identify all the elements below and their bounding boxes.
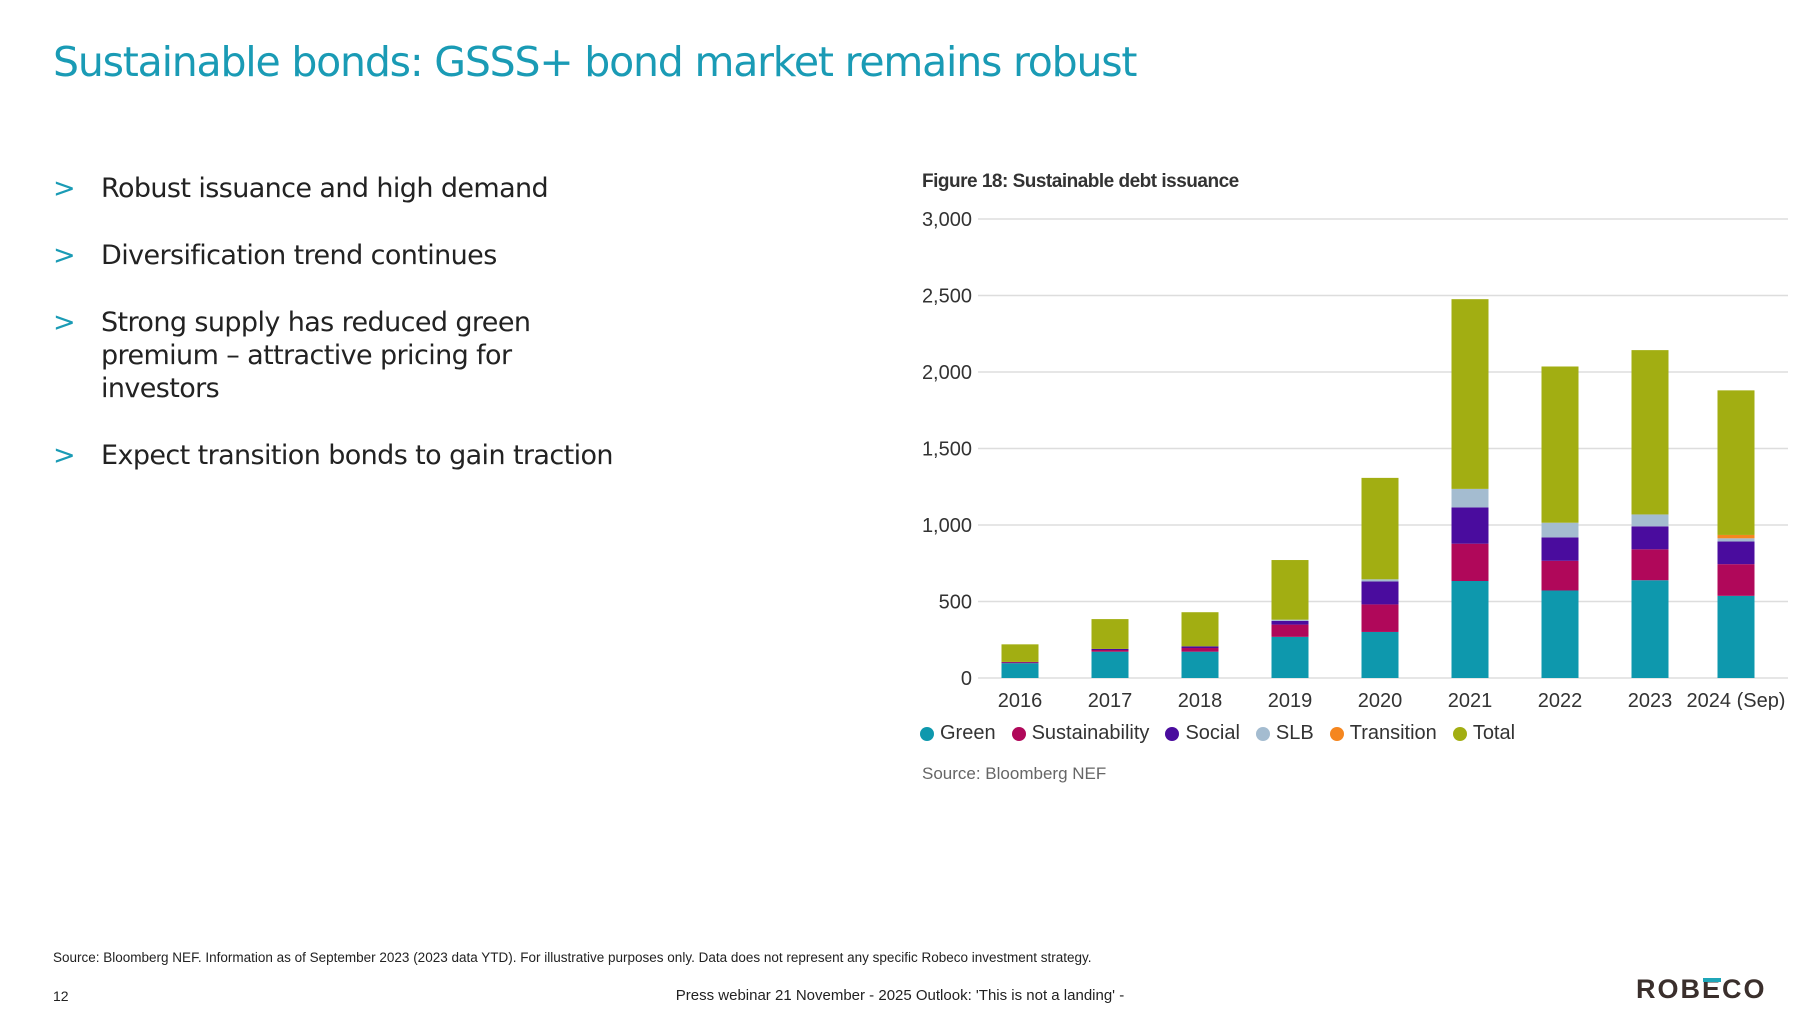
bar-segment-green [1181,651,1219,678]
y-tick-label: 2,500 [922,286,972,308]
bar-segment-total [1091,619,1129,649]
bar-segment-social [1717,541,1755,565]
bar-segment-transition [1717,534,1755,539]
y-tick-label: 2,000 [922,362,972,384]
footer-source: Source: Bloomberg NEF. Information as of… [53,950,1092,965]
bullet-marker: > [53,440,76,471]
legend-item-slb: SLB [1255,722,1314,745]
legend-swatch [1255,726,1270,741]
bar-segment-green [1361,631,1399,678]
x-tick-label: 2024 (Sep) [1687,690,1786,710]
bullet-list: > Robust issuance and high demand > Divers… [53,172,773,506]
chart-title: Figure 18: Sustainable debt issuance [922,171,1239,192]
bar-segment-sustainability [1541,560,1579,591]
bar-segment-sustainability [1361,604,1399,632]
bar-segment-sustainability [1451,543,1489,581]
bar-segment-social [1631,526,1669,550]
bar-segment-social [1091,648,1129,651]
legend-label: Green [940,722,996,744]
legend-swatch [1329,726,1344,741]
x-tick-label: 2017 [1088,690,1133,710]
legend-label: Sustainability [1031,722,1150,744]
bar-segment-slb [1361,579,1399,582]
legend-swatch [920,726,934,741]
bar-segment-sustainability [1181,648,1219,652]
bar-segment-green [1541,590,1579,678]
legend-label: Social [1185,722,1240,744]
bullet-item: > Strong supply has reduced green premium… [53,307,531,404]
legend-item-total: Total [1452,722,1516,745]
slide-title: Sustainable bonds: GSSS+ bond market rem… [53,38,1137,86]
bar-segment-sustainability [1631,549,1669,581]
legend-label: Total [1472,722,1516,744]
bar-segment-social [1271,620,1309,625]
bar-segment-total [1361,477,1399,580]
x-tick-label: 2023 [1628,690,1673,710]
footer-title: Press webinar 21 November - 2025 Outlook… [675,987,1125,1004]
bar-segment-green [1091,651,1129,678]
y-tick-label: 1,000 [922,515,972,537]
bar-segment-total [1181,612,1219,647]
x-tick-label: 2022 [1538,690,1583,710]
bar-segment-sustainability [1001,662,1039,664]
bar-segment-slb [1541,522,1579,538]
bar-segment-social [1541,537,1579,561]
legend-swatch [1452,726,1467,741]
bar-segment-green [1001,663,1039,678]
y-tick-label: 3,000 [922,209,972,231]
y-tick-label: 0 [961,668,972,690]
stacked-bar-chart: 0 500 1,000 1,500 2,000 2,500 3,000 2016 2017 201… [922,209,1788,710]
bar-segment-total [1717,390,1755,535]
x-tick-label: 2019 [1268,690,1313,710]
x-tick-label: 2018 [1178,690,1223,710]
bar-segment-social [1451,507,1489,544]
legend-label: SLB [1275,722,1314,744]
bar-segment-slb [1451,488,1489,508]
x-tick-label: 2021 [1448,690,1493,710]
bullet-marker: > [53,173,76,204]
bar-segment-green [1451,580,1489,678]
bar-segment-sustainability [1271,624,1309,637]
robeco-logo: ROBECO [1636,974,1767,1004]
bar-segment-total [1541,366,1579,523]
bar-segment-green [1717,595,1755,678]
bar-segment-slb [1717,538,1755,542]
bar-segment-slb [1271,619,1309,621]
legend-swatch [1165,726,1180,741]
bar-segment-total [1271,560,1309,620]
bullet-marker: > [53,240,76,271]
chart-source: Source: Bloomberg NEF [922,764,1107,783]
chart-legend: Green Sustainability Social SLB Transition To… [920,722,1515,745]
bar-segment-slb [1631,514,1669,527]
bullet-marker: > [53,307,76,338]
bar-segment-green [1271,636,1309,678]
bar-segment-sustainability [1091,650,1129,652]
legend-label: Transition [1349,722,1437,744]
bar-segment-social [1181,646,1219,649]
bullet-item: > Expect transition bonds to gain tractio… [53,440,614,471]
bar-segment-sustainability [1717,564,1755,596]
bullet-item: > Diversification trend continues [53,240,497,271]
page-number: 12 [53,988,69,1004]
legend-item-social: Social [1165,722,1240,745]
legend-item-sustainability: Sustainability [1011,722,1150,745]
y-tick-label: 1,500 [922,439,972,461]
bar-segment-social [1361,581,1399,605]
bar-segment-total [1001,644,1039,662]
bar-segment-total [1451,299,1489,489]
legend-item-transition: Transition [1329,722,1437,745]
x-tick-label: 2016 [998,690,1043,710]
y-tick-label: 500 [939,592,972,614]
legend-swatch [1011,726,1026,741]
legend-item-green: Green [920,722,996,745]
bar-segment-green [1631,580,1669,678]
bar-segment-total [1631,350,1669,515]
x-tick-label: 2020 [1358,690,1403,710]
bullet-item: > Robust issuance and high demand [53,173,549,204]
